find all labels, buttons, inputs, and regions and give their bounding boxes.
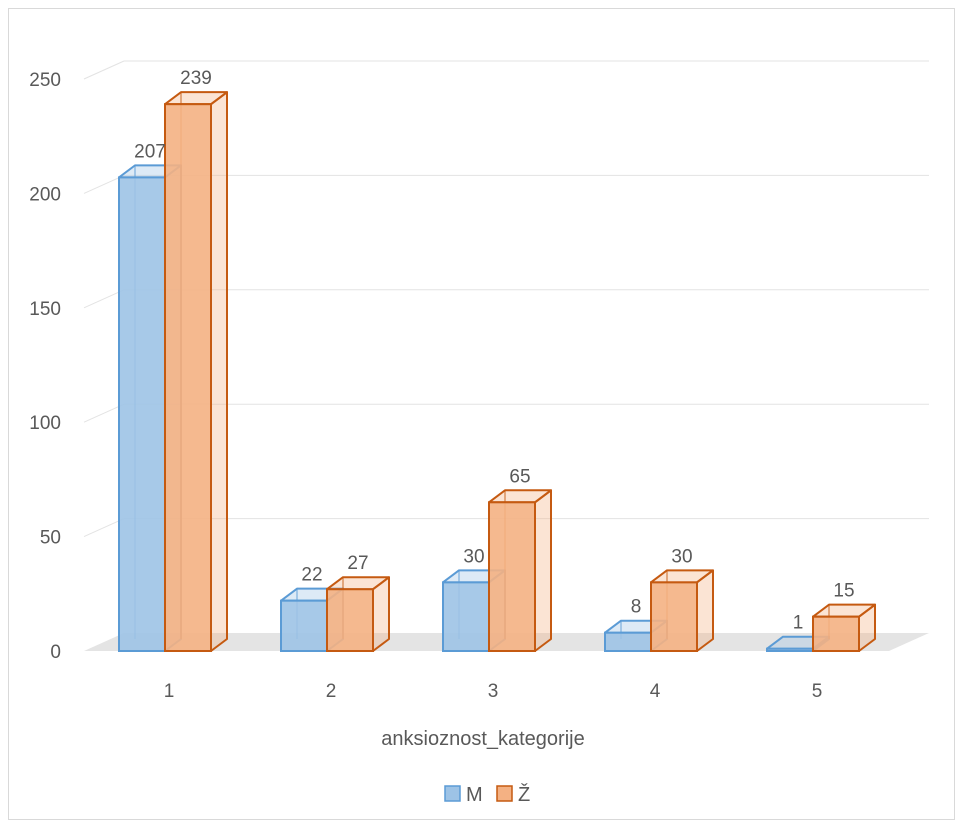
- legend-label: Ž: [518, 783, 530, 806]
- data-label-Ž-1: 239: [180, 68, 212, 89]
- data-labels: 207 239 22 27 30 65 8 30 1 15: [134, 68, 854, 634]
- data-label-Ž-4: 30: [671, 546, 692, 567]
- x-tick-label: 5: [812, 681, 823, 702]
- bar-Ž-4: [650, 569, 714, 652]
- y-tick-label: 100: [29, 413, 61, 434]
- x-axis-ticks: 1 2 3 4 5: [164, 681, 823, 702]
- legend-swatch: [444, 785, 461, 802]
- y-tick-label: 150: [29, 299, 61, 320]
- bar-Ž-2: [326, 576, 390, 652]
- chart-frame: 0 50 100 150 200 250 207 239 22 27 30 65 8 30 1 15 1 2 3…: [8, 8, 955, 820]
- legend-item-Ž: Ž: [496, 783, 530, 806]
- x-tick-label: 1: [164, 681, 175, 702]
- gridline-diag: [83, 518, 125, 538]
- gridline-diag: [83, 174, 125, 194]
- legend-item-M: M: [444, 784, 483, 806]
- bars: [118, 91, 876, 652]
- y-axis-ticks: 0 50 100 150 200 250: [29, 70, 61, 663]
- y-tick-label: 50: [40, 528, 61, 549]
- bar-chart: 0 50 100 150 200 250 207 239 22 27 30 65 8 30 1 15 1 2 3…: [29, 60, 929, 806]
- y-tick-label: 0: [50, 642, 61, 663]
- gridline-diag: [83, 289, 125, 309]
- y-tick-label: 200: [29, 184, 61, 205]
- bar-Ž-3: [488, 489, 552, 652]
- gridline-diag: [83, 403, 125, 423]
- x-tick-label: 3: [488, 681, 499, 702]
- data-label-M-5: 1: [793, 613, 804, 634]
- data-label-Ž-3: 65: [509, 466, 530, 487]
- data-label-M-1: 207: [134, 141, 166, 162]
- data-label-Ž-2: 27: [347, 553, 368, 574]
- bar-Ž-5: [812, 603, 876, 652]
- gridline-diag: [83, 60, 125, 80]
- x-tick-label: 4: [650, 681, 661, 702]
- data-label-M-3: 30: [463, 546, 484, 567]
- legend-label: M: [466, 784, 483, 806]
- y-tick-label: 250: [29, 70, 61, 91]
- legend-swatch: [496, 785, 513, 802]
- bar-Ž-1: [164, 91, 228, 652]
- data-label-M-4: 8: [631, 597, 642, 618]
- data-label-M-2: 22: [301, 565, 322, 586]
- data-label-Ž-5: 15: [833, 581, 854, 602]
- x-axis-title: anksioznost_kategorije: [381, 728, 584, 750]
- x-tick-label: 2: [326, 681, 337, 702]
